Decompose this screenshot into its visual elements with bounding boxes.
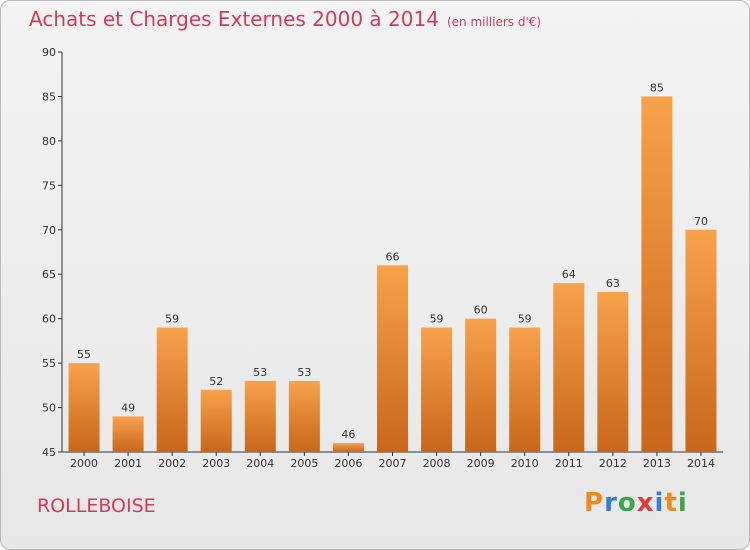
data-label: 63 bbox=[606, 277, 620, 290]
x-tick-label: 2009 bbox=[467, 457, 495, 470]
bar[interactable] bbox=[597, 292, 629, 452]
bar[interactable] bbox=[68, 363, 100, 452]
chart-title: Achats et Charges Externes 2000 à 2014 (e… bbox=[29, 7, 541, 31]
data-label: 66 bbox=[386, 250, 400, 263]
y-tick-label: 50 bbox=[42, 402, 56, 415]
bar[interactable] bbox=[641, 96, 673, 452]
y-tick-label: 70 bbox=[42, 224, 56, 237]
logo-letter: t bbox=[664, 488, 678, 518]
data-label: 49 bbox=[121, 401, 135, 414]
x-tick-label: 2007 bbox=[379, 457, 407, 470]
logo-letter: P bbox=[584, 488, 605, 518]
bar[interactable] bbox=[685, 229, 717, 452]
x-tick-label: 2005 bbox=[290, 457, 318, 470]
x-tick-label: 2004 bbox=[246, 457, 274, 470]
chart-title-text: Achats et Charges Externes 2000 à 2014 bbox=[29, 7, 439, 31]
data-label: 64 bbox=[562, 268, 576, 281]
chart-labels: 2000 55 2001 49 2002 59 2003 52 2004 53 2005 53 2006… bbox=[70, 81, 715, 470]
bar[interactable] bbox=[553, 283, 585, 452]
bar[interactable] bbox=[200, 389, 232, 452]
chart-bars bbox=[68, 96, 717, 452]
bar[interactable] bbox=[377, 265, 408, 452]
y-tick-label: 75 bbox=[42, 179, 56, 192]
bar[interactable] bbox=[112, 416, 144, 452]
bar[interactable] bbox=[244, 380, 276, 452]
y-tick-label: 60 bbox=[42, 313, 56, 326]
bar[interactable] bbox=[465, 318, 497, 452]
data-label: 59 bbox=[518, 313, 532, 326]
y-tick-label: 65 bbox=[42, 268, 56, 281]
proxiti-logo[interactable]: Proxiti bbox=[584, 488, 688, 518]
data-label: 53 bbox=[253, 366, 267, 379]
x-tick-label: 2013 bbox=[643, 457, 671, 470]
data-label: 60 bbox=[474, 304, 488, 317]
town-name: ROLLEBOISE bbox=[37, 495, 156, 517]
bar[interactable] bbox=[332, 443, 364, 452]
x-tick-label: 2000 bbox=[70, 457, 98, 470]
data-label: 59 bbox=[165, 313, 179, 326]
logo-letter: r bbox=[604, 488, 618, 518]
x-tick-label: 2011 bbox=[555, 457, 583, 470]
x-tick-label: 2003 bbox=[202, 457, 230, 470]
x-tick-label: 2002 bbox=[158, 457, 186, 470]
logo-letter: i bbox=[677, 488, 688, 518]
data-label: 70 bbox=[694, 215, 708, 228]
data-label: 55 bbox=[77, 348, 91, 361]
data-label: 85 bbox=[650, 81, 664, 94]
x-tick-label: 2006 bbox=[334, 457, 362, 470]
bar[interactable] bbox=[288, 380, 320, 452]
y-tick-label: 90 bbox=[42, 46, 56, 59]
x-tick-label: 2014 bbox=[687, 457, 715, 470]
chart-subtitle: (en milliers d'€) bbox=[446, 15, 542, 29]
data-label: 46 bbox=[341, 428, 355, 441]
y-tick-label: 45 bbox=[42, 446, 56, 459]
bar[interactable] bbox=[421, 327, 453, 452]
data-label: 52 bbox=[209, 375, 223, 388]
logo-letter: x bbox=[636, 488, 655, 518]
x-tick-label: 2001 bbox=[114, 457, 142, 470]
y-tick-label: 85 bbox=[42, 90, 56, 103]
x-tick-label: 2012 bbox=[599, 457, 627, 470]
logo-letter: o bbox=[617, 488, 637, 518]
y-tick-label: 55 bbox=[42, 357, 56, 370]
bar[interactable] bbox=[156, 327, 188, 452]
y-tick-label: 80 bbox=[42, 135, 56, 148]
x-tick-label: 2008 bbox=[423, 457, 451, 470]
data-label: 59 bbox=[430, 313, 444, 326]
x-tick-label: 2010 bbox=[511, 457, 539, 470]
logo-letter: i bbox=[654, 488, 665, 518]
data-label: 53 bbox=[297, 366, 311, 379]
bar[interactable] bbox=[509, 327, 541, 452]
